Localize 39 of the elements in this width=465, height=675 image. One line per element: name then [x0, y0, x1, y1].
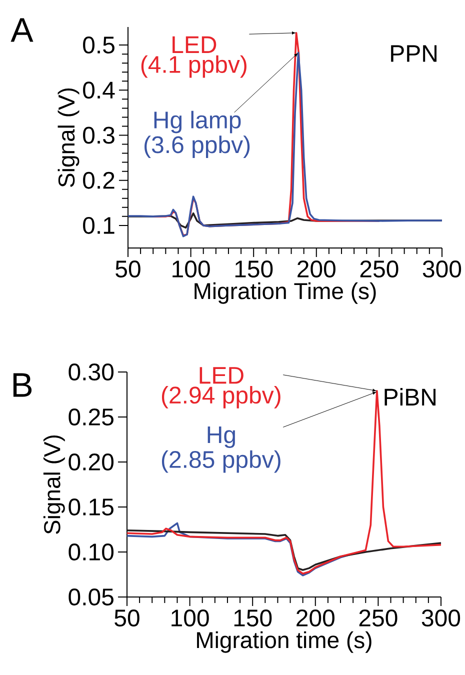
y-axis-title: Signal (V)	[58, 88, 80, 187]
annotation: (2.85 ppbv)	[162, 450, 280, 473]
y-tick-label: 0.15	[68, 498, 114, 516]
x-tick-label: 200	[296, 610, 334, 627]
x-tick-label: 150	[234, 610, 272, 627]
y-tick-label: 0.10	[68, 544, 114, 560]
text: Hg lamp	[154, 110, 241, 134]
x-tick-label: 250	[359, 610, 398, 627]
x-tick-label: 100	[171, 610, 209, 627]
annotation: (2.94 ppbv)	[162, 386, 280, 408]
y-tick-label: 0.05	[68, 588, 114, 606]
y-tick-label: 0.2	[82, 172, 114, 189]
x-tick-label: 300	[422, 260, 461, 278]
y-tick-label: 0.1	[82, 216, 114, 234]
text: Hg	[208, 426, 235, 448]
x-tick-label: 100	[172, 260, 210, 278]
text: LED	[172, 36, 216, 53]
x-axis-title: Migration time (s)	[196, 631, 372, 653]
y-tick-label: 0.5	[82, 36, 114, 54]
x-tick-label: 150	[235, 260, 272, 278]
annotation: PPN	[390, 45, 436, 62]
y-axis-title: Signal (V)	[43, 435, 65, 534]
y-tick-label: 0.25	[68, 408, 114, 426]
x-tick-label: 50	[114, 610, 140, 627]
annotation: PiBN	[384, 388, 436, 406]
text: A	[10, 18, 34, 42]
x-axis-title: Migration Time (s)	[194, 282, 376, 304]
x-tick-label: 50	[115, 260, 140, 278]
y-tick-label: 0.4	[82, 82, 115, 99]
annotation: (3.6 ppbv)	[144, 136, 250, 158]
x-tick-label: 200	[297, 260, 336, 278]
annotation: (4.1 ppbv)	[141, 55, 246, 78]
y-tick-label: 0.3	[82, 126, 114, 144]
y-tick-label: 0.20	[68, 454, 114, 470]
text: LED	[200, 367, 244, 384]
x-tick-label: 250	[360, 260, 398, 278]
text: B	[13, 373, 32, 397]
x-tick-label: 300	[422, 610, 460, 627]
y-tick-label: 0.30	[68, 364, 114, 380]
